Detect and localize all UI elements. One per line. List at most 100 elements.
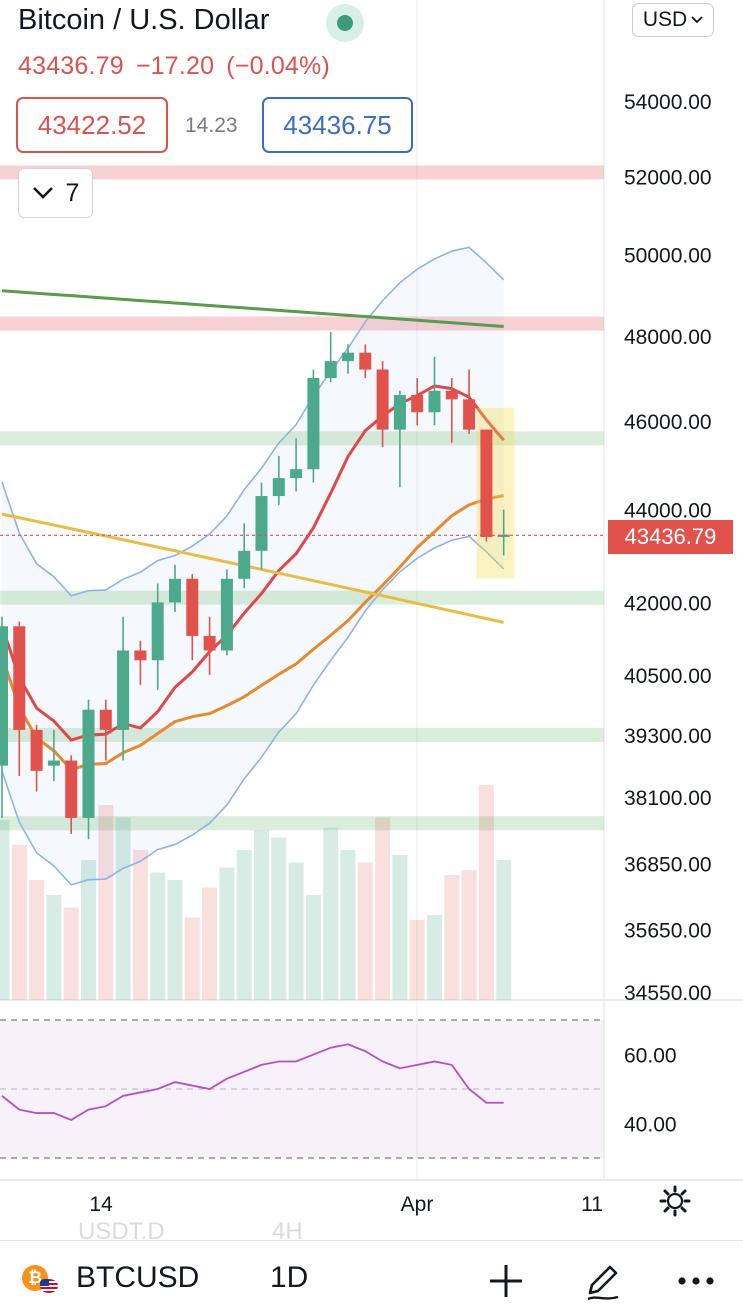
price-change-percent: (−0.04%) xyxy=(226,52,330,80)
volume-bar xyxy=(444,875,460,1000)
time-axis-label: 14 xyxy=(89,1193,113,1216)
last-price-tag: 43436.79 xyxy=(608,520,733,554)
currency-label: USD xyxy=(642,8,688,31)
volume-bar xyxy=(427,915,442,1000)
candle-body xyxy=(203,635,216,651)
price-axis-label: 36850.00 xyxy=(624,853,712,876)
volume-bar xyxy=(98,805,114,1000)
bottom-toolbar: ₿ BTCUSD 1D xyxy=(0,1240,743,1316)
price-change: −17.20 xyxy=(135,52,215,80)
volume-bar xyxy=(496,860,512,1000)
candle-body xyxy=(463,399,476,430)
candle xyxy=(307,369,320,483)
volume-bar xyxy=(184,917,200,1000)
candle-body xyxy=(428,390,441,413)
price-axis-label: 54000.00 xyxy=(624,91,712,114)
candle-body xyxy=(393,395,406,430)
candle-body xyxy=(290,469,303,479)
candle xyxy=(497,509,510,556)
candle xyxy=(47,729,60,782)
candle-body xyxy=(480,429,493,537)
volume-bar xyxy=(167,880,183,1000)
candle-body xyxy=(186,578,199,636)
candle-body xyxy=(99,709,112,730)
chevron-down-icon xyxy=(32,187,53,199)
candle xyxy=(0,616,8,818)
price-axis-label: 38100.00 xyxy=(624,787,712,810)
candle xyxy=(376,361,389,448)
us-flag-icon xyxy=(40,1279,58,1293)
buy-button[interactable]: 43436.75 xyxy=(262,97,413,153)
candle-body xyxy=(151,602,164,661)
candle-body xyxy=(13,626,26,730)
settings-gear-icon[interactable] xyxy=(658,1184,692,1218)
candle xyxy=(82,699,95,840)
candle xyxy=(99,699,112,761)
rsi-line xyxy=(1,1043,504,1121)
last-price: 43436.79 xyxy=(18,52,124,80)
candle-body xyxy=(272,478,285,497)
candle xyxy=(463,369,476,434)
symbol-button[interactable]: BTCUSD xyxy=(76,1261,200,1294)
candle xyxy=(445,378,458,443)
price-axis-label: 35650.00 xyxy=(624,919,712,942)
candle xyxy=(13,621,26,777)
price-axis-label: 52000.00 xyxy=(624,166,712,189)
volume-bar xyxy=(357,862,373,1000)
candle xyxy=(324,331,337,383)
volume-bar xyxy=(46,895,62,1000)
price-axis-label: 39300.00 xyxy=(624,725,712,748)
candle xyxy=(186,574,199,661)
candle-body xyxy=(445,390,458,400)
price-axis-label: 50000.00 xyxy=(624,245,712,268)
more-options-icon[interactable] xyxy=(674,1259,718,1303)
horizontal-zone xyxy=(0,165,604,180)
indicators-toggle[interactable]: 7 xyxy=(18,168,93,218)
candle xyxy=(290,438,303,492)
price-axis-label: 34550.00 xyxy=(624,982,712,1005)
horizontal-zone xyxy=(0,316,604,331)
candle-body xyxy=(169,578,181,603)
candle-body xyxy=(255,496,268,551)
volume-bar xyxy=(150,872,166,1000)
volume-bar xyxy=(81,860,96,1000)
horizontal-zone xyxy=(0,816,604,831)
timeframe-button[interactable]: 1D xyxy=(270,1261,309,1294)
volume-bar xyxy=(478,785,494,1000)
volume-bar xyxy=(29,880,45,1000)
volume-bar xyxy=(219,867,235,1000)
candle xyxy=(220,569,233,656)
volume-bar xyxy=(305,895,321,1000)
candle xyxy=(30,724,43,792)
candle-body xyxy=(359,352,372,370)
candle-body xyxy=(307,378,320,470)
candle xyxy=(428,356,441,426)
price-chart[interactable]: 54000.00 52000.00 50000.00 48000.00 46000.00… xyxy=(0,0,743,1240)
candle-body xyxy=(220,578,233,651)
volume-bar xyxy=(0,820,10,1000)
market-open-indicator xyxy=(326,4,364,42)
candle-body xyxy=(0,626,8,766)
volume-bar xyxy=(115,817,131,1000)
sell-button[interactable]: 43422.52 xyxy=(16,97,168,153)
moving-average-yellow xyxy=(1,512,505,624)
candle xyxy=(134,640,147,685)
time-axis-label: 11 xyxy=(581,1193,603,1216)
candle-body xyxy=(411,395,424,413)
chart-title: Bitcoin / U.S. Dollar xyxy=(18,4,270,36)
price-axis-label: 44000.00 xyxy=(624,500,712,523)
currency-select[interactable]: USD xyxy=(632,3,714,37)
candle-body xyxy=(82,709,95,818)
candle xyxy=(169,564,181,612)
volume-bar xyxy=(132,850,148,1000)
candle xyxy=(411,378,424,426)
plus-icon[interactable] xyxy=(484,1259,528,1303)
volume-bar xyxy=(392,855,408,1000)
candle-body xyxy=(324,361,337,379)
volume-bar xyxy=(236,850,252,1000)
candle-body xyxy=(65,760,78,818)
volume-bar xyxy=(202,887,218,1000)
volume-bar xyxy=(461,870,477,1000)
spread-value: 14.23 xyxy=(185,114,238,137)
pen-drawing-icon[interactable] xyxy=(580,1259,624,1303)
